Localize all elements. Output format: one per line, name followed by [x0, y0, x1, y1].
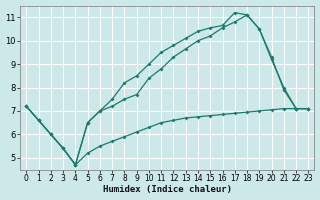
X-axis label: Humidex (Indice chaleur): Humidex (Indice chaleur)	[103, 185, 232, 194]
